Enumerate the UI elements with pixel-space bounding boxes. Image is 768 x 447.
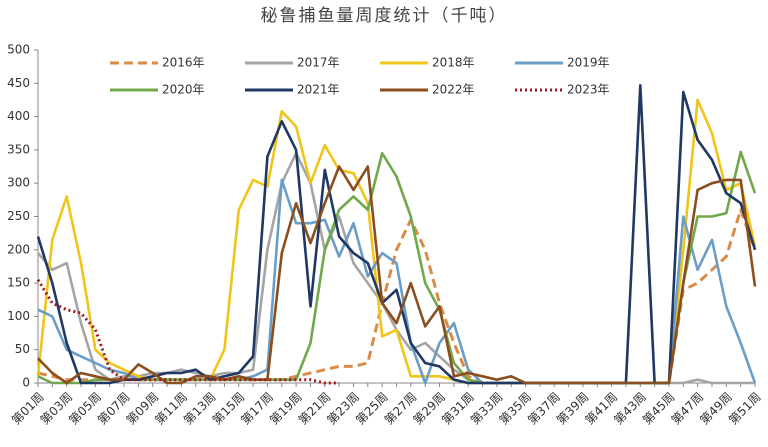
x-tick-label: 第51周: [726, 390, 764, 428]
series-line: [36, 84, 757, 385]
legend-label: 2020年: [162, 83, 205, 97]
legend-label: 2018年: [432, 56, 475, 70]
y-tick-label: 500: [7, 43, 30, 57]
series-line: [37, 165, 757, 385]
legend-label: 2019年: [567, 56, 610, 70]
y-tick-label: 300: [7, 176, 30, 190]
y-tick-label: 150: [7, 276, 30, 290]
chart-title: 秘鲁捕鱼量周度统计（千吨）: [261, 6, 508, 26]
y-tick-label: 200: [7, 242, 30, 256]
legend-label: 2021年: [297, 83, 340, 97]
y-tick-label: 450: [7, 76, 30, 90]
y-tick-label: 400: [7, 109, 30, 123]
y-tick-label: 50: [15, 342, 30, 356]
legend-label: 2022年: [432, 83, 475, 97]
legend-label: 2017年: [297, 56, 340, 70]
y-tick-label: 100: [7, 309, 30, 323]
y-tick-label: 250: [7, 209, 30, 223]
legend-label: 2023年: [567, 83, 610, 97]
y-tick-label: 350: [7, 142, 30, 156]
legend-label: 2016年: [162, 56, 205, 70]
y-tick-label: 0: [22, 376, 30, 390]
